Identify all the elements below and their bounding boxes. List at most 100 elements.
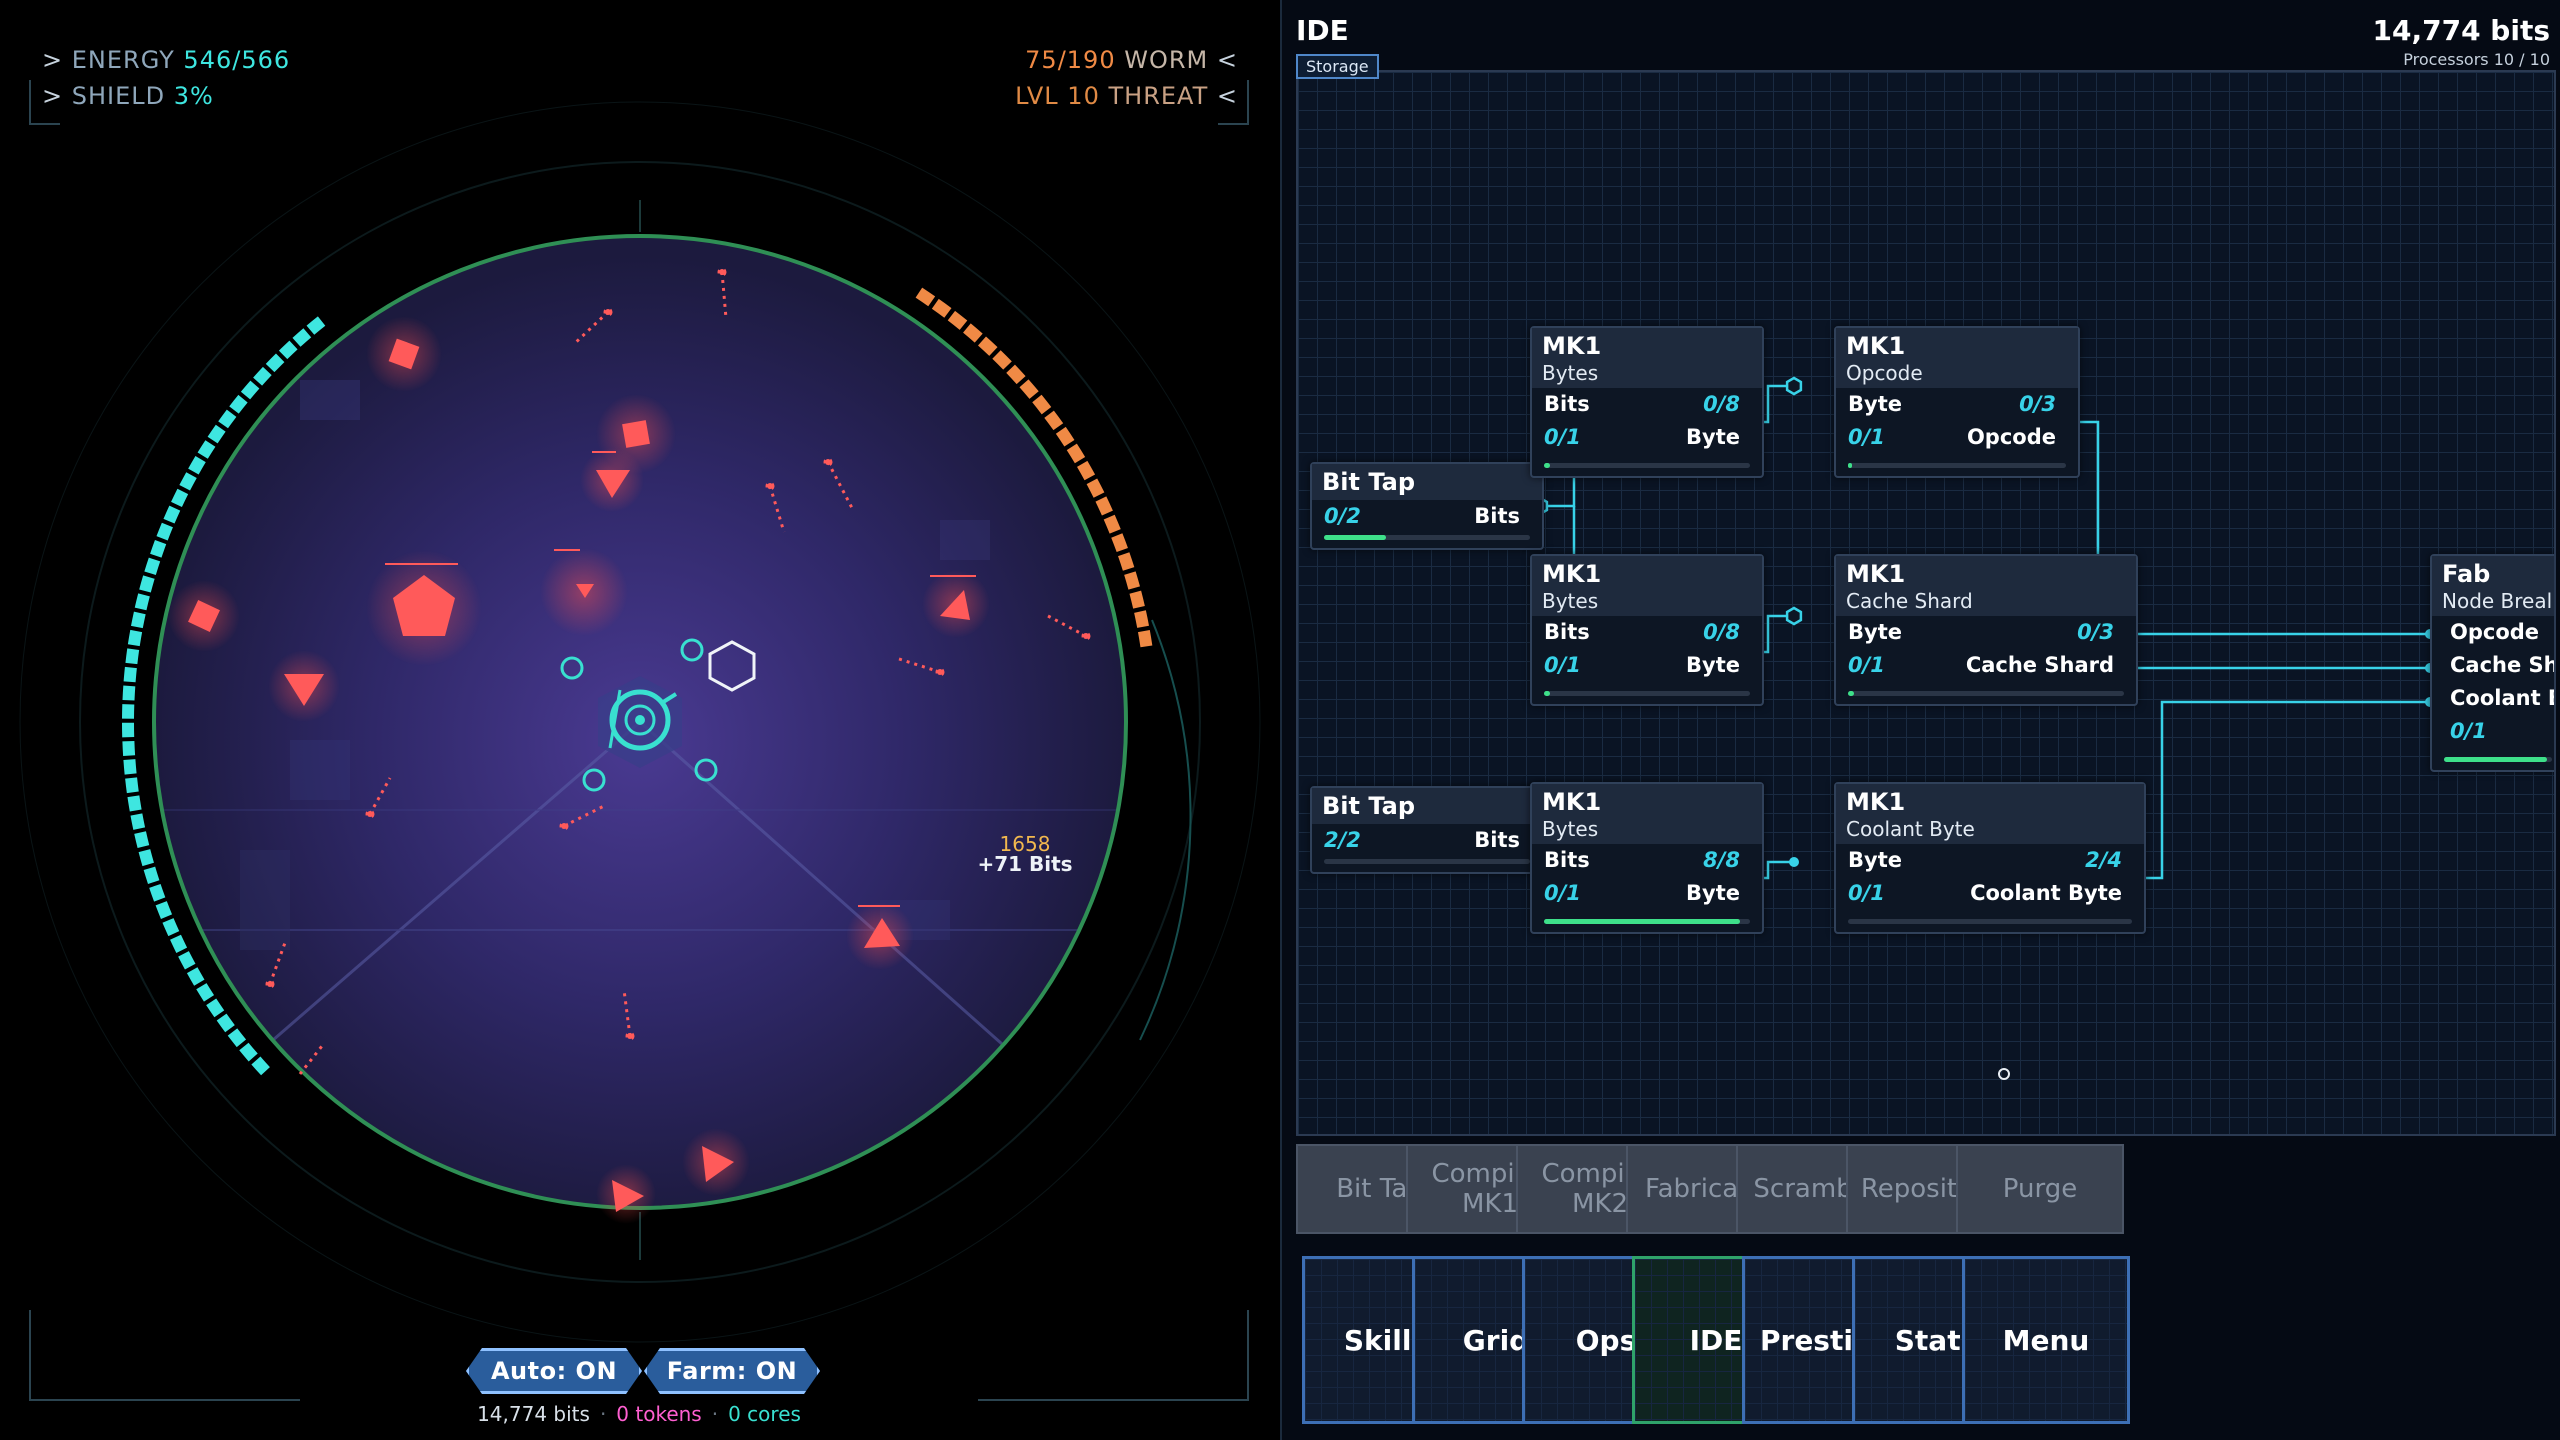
auto-toggle-button[interactable]: Auto: ON	[466, 1348, 642, 1394]
output-count: 0/1	[1848, 425, 1885, 449]
node-subtitle: Cache Shard	[1846, 589, 1973, 613]
worm-readout: 75/190 WORM <	[1025, 46, 1238, 74]
output-count: 0/1	[1544, 653, 1581, 677]
processors-count: Processors 10 / 10	[2403, 50, 2550, 69]
node-count: 0/2	[1324, 504, 1361, 528]
cores-count: 0 cores	[728, 1402, 801, 1426]
worm-value: 75/190	[1025, 46, 1116, 74]
node-subtitle: Opcode	[1846, 361, 1923, 385]
output-port-label: Opcode	[1966, 425, 2056, 449]
player-drones	[560, 638, 718, 792]
enemy-projectiles	[265, 267, 1091, 1075]
input-count: 2/4	[2085, 848, 2122, 872]
input-port-label: Bits	[1544, 392, 1590, 416]
node-subtitle: Coolant Byte	[1846, 817, 1975, 841]
tokens-count: 0 tokens	[616, 1402, 702, 1426]
compiler-mk1-bytes-node[interactable]: MK1 Bytes Bits 8/8 0/1 Byte	[1530, 782, 1764, 934]
node-canvas[interactable]: Bit Tap 0/2 Bits Bit Tap 2/2 Bits MK1 Bytes…	[1296, 70, 2556, 1136]
progress-bar	[1324, 859, 1530, 864]
node-subtitle: Node Breal	[2442, 589, 2553, 613]
progress-bar	[1848, 463, 2066, 468]
output-count: 0/1	[1848, 881, 1885, 905]
storage-tab[interactable]: Storage	[1296, 54, 1379, 79]
compiler-mk1-coolant-byte-node[interactable]: MK1 Coolant Byte Byte 2/4 0/1 Coolant Byte	[1834, 782, 2146, 934]
enemy-triangle	[580, 448, 644, 512]
arena[interactable]	[0, 0, 1278, 1440]
hud-status-right: 75/190 WORM < LVL 10 THREAT <	[1015, 42, 1238, 114]
farm-toggle-button[interactable]: Farm: ON	[644, 1348, 820, 1394]
input-count: 0/3	[2019, 392, 2056, 416]
node-title: Bit Tap	[1322, 468, 1415, 496]
port-label: Bits	[1474, 828, 1520, 852]
node-subtitle: Bytes	[1542, 361, 1599, 385]
hud-status-left: > ENERGY 546/566 > SHIELD 3%	[42, 42, 290, 114]
enemy-triangle	[540, 548, 628, 636]
input-count: 0/8	[1703, 392, 1740, 416]
progress-bar	[1848, 691, 2124, 696]
player-core[interactable]	[598, 676, 682, 768]
floating-reward: 1658 +71 Bits	[970, 834, 1080, 874]
input-port-label: Bits	[1544, 620, 1590, 644]
port-dot-icon	[1789, 857, 1799, 867]
output-count: 0/1	[1848, 653, 1885, 677]
bit-tap-node[interactable]: Bit Tap 0/2 Bits	[1310, 462, 1544, 550]
shield-value: 3%	[173, 82, 214, 110]
input-port-label: Bits	[1544, 848, 1590, 872]
worm-label: WORM	[1124, 46, 1209, 74]
worm-arc	[915, 287, 1153, 648]
input-port-label: Cache Sha	[2450, 653, 2554, 677]
compiler-mk1-cache-shard-node[interactable]: MK1 Cache Shard Byte 0/3 0/1 Cache Shard	[1834, 554, 2138, 706]
bit-tap-node[interactable]: Bit Tap 2/2 Bits	[1310, 786, 1544, 874]
output-port-label: Cache Shard	[1965, 653, 2114, 677]
port-hex-icon	[1785, 376, 1803, 396]
cursor-dot-icon	[1998, 1068, 2010, 1080]
enemy-square	[366, 316, 442, 392]
energy-readout: > ENERGY 546/566	[42, 46, 291, 74]
output-count: 0/1	[1544, 881, 1581, 905]
input-port-label: Coolant B	[2450, 686, 2556, 710]
ide-panel: IDE 14,774 bits Processors 10 / 10 Bit T…	[1280, 0, 2560, 1440]
node-title: MK1	[1542, 560, 1602, 588]
input-count: 0/8	[1703, 620, 1740, 644]
enemy-triangle	[596, 1164, 656, 1224]
input-port-label: Byte	[1848, 620, 1902, 644]
ide-title: IDE	[1296, 14, 1349, 47]
compiler-mk1-bytes-node[interactable]: MK1 Bytes Bits 0/8 0/1 Byte	[1530, 554, 1764, 706]
game-view[interactable]: > ENERGY 546/566 > SHIELD 3% 75/190 WORM…	[0, 0, 1278, 1440]
compiler-mk1-opcode-node[interactable]: MK1 Opcode Byte 0/3 0/1 Opcode	[1834, 326, 2080, 478]
threat-readout: LVL 10 THREAT <	[1015, 82, 1238, 110]
nav-menu-button[interactable]: Menu	[1962, 1256, 2130, 1424]
shield-label: SHIELD	[71, 82, 166, 110]
palette-purge-button[interactable]: Purge	[1956, 1144, 2124, 1234]
node-title: Bit Tap	[1322, 792, 1415, 820]
node-title: Fab	[2442, 560, 2491, 588]
enemy-hex-large	[366, 550, 482, 666]
target-hex-icon	[708, 640, 756, 692]
floating-bits: +71 Bits	[977, 852, 1073, 876]
port-label: Bits	[1474, 504, 1520, 528]
node-subtitle: Bytes	[1542, 589, 1599, 613]
progress-bar	[2444, 757, 2552, 762]
floating-number: 1658	[999, 832, 1051, 856]
node-title: MK1	[1542, 788, 1602, 816]
enemy-square	[168, 580, 240, 652]
ide-bits-count: 14,774 bits	[2372, 14, 2551, 47]
palette-label: Purge	[2002, 1174, 2078, 1204]
energy-arc	[121, 316, 326, 1076]
output-port-label: Byte	[1686, 653, 1740, 677]
progress-bar	[1324, 535, 1530, 540]
enemy-triangle	[922, 570, 990, 638]
compiler-mk1-bytes-node[interactable]: MK1 Bytes Bits 0/8 0/1 Byte	[1530, 326, 1764, 478]
progress-bar	[1544, 919, 1750, 924]
enemy-triangle	[846, 902, 914, 970]
node-title: MK1	[1846, 332, 1906, 360]
shield-readout: > SHIELD 3%	[42, 82, 214, 110]
node-title: MK1	[1846, 560, 1906, 588]
energy-label: ENERGY	[71, 46, 175, 74]
wire-connection	[2128, 700, 2430, 880]
currency-footer: 14,774 bits · 0 tokens · 0 cores	[477, 1402, 801, 1426]
progress-bar	[1544, 691, 1750, 696]
enemy-triangle	[682, 1128, 750, 1196]
progress-bar	[1544, 463, 1750, 468]
